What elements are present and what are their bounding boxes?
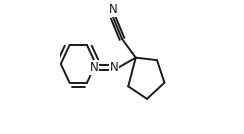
Text: N: N [90,61,98,74]
Text: N: N [109,3,118,16]
Text: N: N [110,61,118,74]
